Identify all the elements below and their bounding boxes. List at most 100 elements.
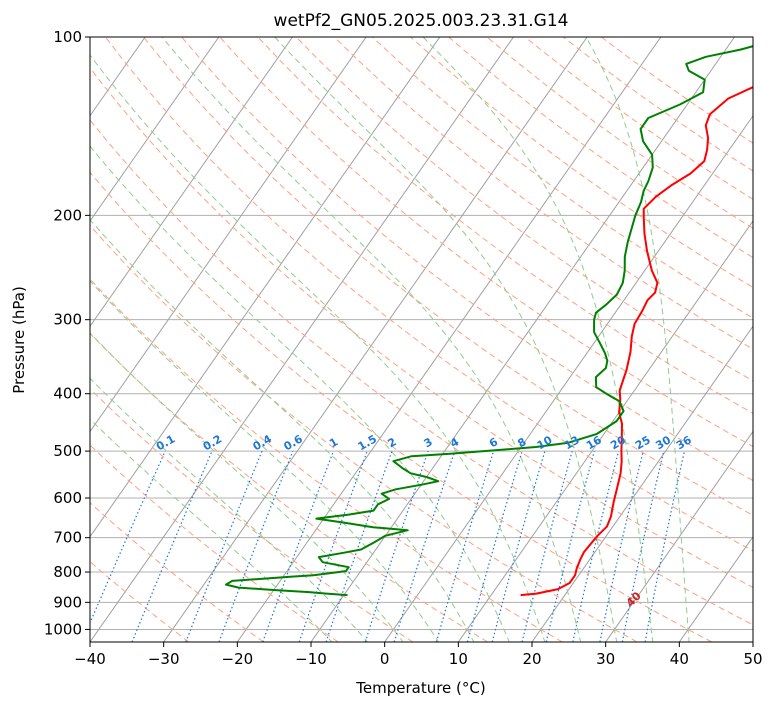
isotherm-line (752, 641, 753, 642)
mixing-ratio-line (262, 450, 334, 642)
x-tick-label: 10 (449, 650, 468, 668)
isotherm-line (90, 37, 367, 433)
dry-adiabat-line (90, 444, 339, 642)
mixing-ratio-line (185, 450, 263, 642)
dry-adiabat-line (333, 37, 753, 350)
profile-lines (225, 45, 753, 597)
plot-frame (89, 36, 754, 643)
dry-adiabat-line (90, 278, 563, 642)
mixing-ratio-label: 1.5 (356, 432, 379, 453)
dry-adiabat-line (295, 37, 753, 382)
mixing-ratio-line (572, 450, 620, 642)
dry-adiabat-line (90, 332, 488, 642)
mixing-ratio-line (545, 450, 595, 642)
isotherm-line (678, 535, 753, 642)
mixing-ratio-line (644, 450, 686, 642)
moist-adiabat-line (161, 37, 582, 642)
x-tick-label: 30 (596, 650, 615, 668)
dry-adiabat-line (90, 67, 753, 588)
mixing-ratio-line (521, 450, 573, 642)
y-tick-label: 900 (53, 593, 82, 611)
mixing-ratio-label: 3 (422, 435, 435, 450)
y-tick-label: 800 (53, 563, 82, 581)
x-axis-label: Temperature (°C) (355, 679, 485, 697)
mixing-ratio-label: 4 (448, 435, 461, 450)
dry-adiabat-line (448, 37, 753, 259)
y-tick-label: 300 (53, 311, 82, 329)
isotherm-line (457, 220, 753, 642)
dry-adiabat-line (257, 37, 753, 414)
isotherm-line (90, 37, 441, 538)
dry-adiabat-line (90, 388, 414, 642)
mixing-ratio-label: 36 (674, 433, 694, 452)
dry-adiabat-line (90, 171, 712, 642)
isotherm-line (163, 37, 588, 642)
dry-adiabat-line (90, 224, 638, 642)
mixing-ratio-line (218, 450, 294, 642)
dry-adiabat-line (143, 37, 753, 516)
moist-adiabat-line (90, 145, 510, 642)
moist-adiabat-line (90, 418, 333, 642)
dry-adiabat-line (410, 37, 753, 289)
x-tick-label: 0 (380, 650, 390, 668)
x-tick-label: −30 (148, 650, 180, 668)
isotherm-line (90, 37, 514, 642)
mixing-ratio-line (466, 450, 523, 642)
mixing-ratio-label: 20 (608, 433, 628, 452)
isotherm-line (310, 37, 735, 642)
chart-title: wetPf2_GN05.2025.003.23.31.G14 (274, 11, 569, 31)
mixing-ratio-line (325, 450, 393, 642)
axes: −40 −30 −20 −10 0 10 20 30 40 5010020030040050060… (44, 28, 763, 668)
y-axis-label: Pressure (hPa) (10, 286, 28, 394)
moist-adiabat-line (274, 37, 618, 642)
mixing-ratio-line (131, 450, 213, 642)
mixing-ratio-line (298, 450, 368, 642)
moist-adiabat-line (585, 37, 690, 642)
mixing-ratio-line (491, 450, 546, 642)
mixing-ratio-label: 2 (385, 435, 398, 450)
y-tick-label: 1000 (44, 620, 82, 638)
dry-adiabat-line (372, 37, 753, 319)
moist-adiabat-line (90, 332, 404, 642)
mixing-ratio-label: 13 (562, 433, 582, 452)
isotherm-line (384, 114, 753, 642)
mixing-ratio-label: 0.2 (201, 432, 224, 453)
moist-adiabat-line (90, 377, 369, 642)
mixing-ratio-line (599, 450, 644, 642)
dry-adiabat-line (219, 37, 753, 448)
y-tick-label: 500 (53, 442, 82, 460)
moist-adiabat-line (90, 280, 440, 642)
x-tick-label: 50 (743, 650, 762, 668)
mixing-ratio-label: 6 (487, 435, 500, 450)
x-tick-label: −10 (295, 650, 327, 668)
mixing-ratio-line (90, 450, 166, 625)
mixing-ratio-label: 0.6 (281, 432, 305, 453)
y-tick-label: 700 (53, 529, 82, 547)
isotherm-line (605, 430, 753, 642)
x-tick-label: −20 (222, 650, 254, 668)
mixing-ratio-label: 30 (653, 433, 673, 452)
dry-adiabat-line (90, 560, 190, 642)
y-tick-label: 200 (53, 206, 82, 224)
x-tick-label: 20 (522, 650, 541, 668)
mixing-ratio-label: 0.4 (251, 432, 275, 453)
moist-adiabat-line (422, 37, 654, 642)
x-tick-label: 40 (670, 650, 689, 668)
temperature-profile-line (520, 86, 753, 597)
dry-adiabat-line (104, 37, 753, 552)
dry-adiabat-line (90, 119, 753, 626)
x-tick-label: −40 (74, 650, 106, 668)
moist-adiabat-line (90, 54, 546, 642)
isotherm-line (531, 325, 753, 642)
dry-adiabat-line (90, 502, 264, 642)
dry-adiabat-line (601, 37, 753, 144)
y-tick-label: 100 (53, 28, 82, 46)
y-tick-label: 400 (53, 385, 82, 403)
mixing-ratio-line (393, 450, 456, 642)
mixing-ratio-line (364, 450, 429, 642)
y-tick-label: 600 (53, 489, 82, 507)
mixing-ratio-label: 25 (633, 433, 653, 452)
moist-adiabat-line (90, 218, 475, 642)
mixing-ratio-label: 10 (535, 433, 555, 452)
dry-adiabat-line (181, 37, 753, 482)
